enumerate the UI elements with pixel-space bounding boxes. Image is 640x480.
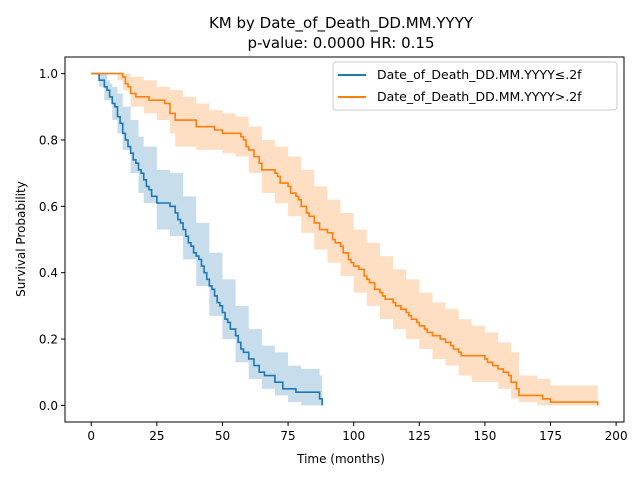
x-tick-label: 25 [149, 429, 164, 443]
y-tick-label: 0.2 [39, 333, 58, 347]
survival-curve-series-1 [91, 72, 323, 406]
x-axis-label: Time (months) [296, 452, 385, 466]
x-tick-label: 50 [215, 429, 230, 443]
x-axis: 0 25 50 75 100 125 150 175 200 [87, 422, 628, 443]
ci-band-series-2 [91, 73, 598, 406]
y-tick-label: 0.0 [39, 399, 58, 413]
survival-curve-series-2 [91, 72, 599, 406]
chart-title: KM by Date_of_Death_DD.MM.YYYY [209, 14, 474, 33]
y-tick-label: 0.8 [39, 133, 58, 147]
x-tick-label: 150 [473, 429, 496, 443]
x-tick-label: 125 [408, 429, 431, 443]
y-tick-label: 0.4 [39, 266, 58, 280]
plot-area [91, 72, 599, 406]
y-tick-label: 0.6 [39, 200, 58, 214]
x-tick-label: 175 [539, 429, 562, 443]
legend: Date_of_Death_DD.MM.YYYY≤.2f Date_of_Dea… [332, 61, 618, 111]
legend-box [332, 61, 618, 111]
legend-label-series-2: Date_of_Death_DD.MM.YYYY>.2f [377, 89, 582, 104]
chart-subtitle: p-value: 0.0000 HR: 0.15 [247, 34, 434, 52]
y-axis-label: Survival Probability [14, 181, 28, 297]
y-axis: 0.0 0.2 0.4 0.6 0.8 1.0 [39, 67, 65, 413]
y-tick-label: 1.0 [39, 67, 58, 81]
plot-frame [64, 56, 625, 423]
x-tick-label: 75 [280, 429, 295, 443]
x-tick-label: 0 [87, 429, 95, 443]
ci-band-series-1 [91, 73, 323, 406]
x-tick-label: 100 [342, 429, 365, 443]
x-tick-label: 200 [605, 429, 628, 443]
legend-label-series-1: Date_of_Death_DD.MM.YYYY≤.2f [377, 67, 582, 82]
